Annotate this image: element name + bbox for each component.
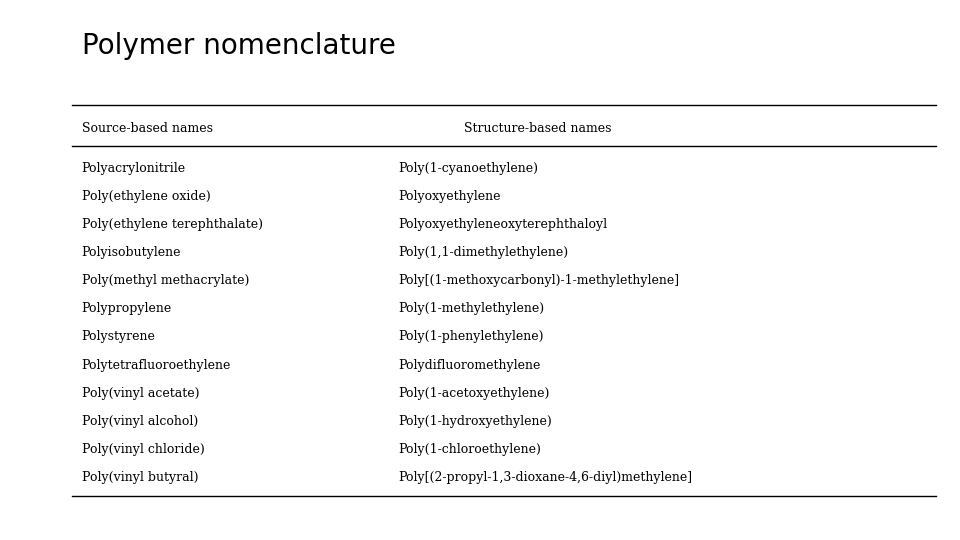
Text: Polytetrafluoroethylene: Polytetrafluoroethylene (82, 359, 231, 372)
Text: Poly(vinyl chloride): Poly(vinyl chloride) (82, 443, 204, 456)
Text: Poly(methyl methacrylate): Poly(methyl methacrylate) (82, 274, 249, 287)
Text: Poly(1-phenylethylene): Poly(1-phenylethylene) (398, 330, 544, 343)
Text: Poly(ethylene terephthalate): Poly(ethylene terephthalate) (82, 218, 263, 231)
Text: Polyoxyethyleneoxyterephthaloyl: Polyoxyethyleneoxyterephthaloyl (398, 218, 608, 231)
Text: Polypropylene: Polypropylene (82, 302, 172, 315)
Text: Polydifluoromethylene: Polydifluoromethylene (398, 359, 540, 372)
Text: Poly(vinyl acetate): Poly(vinyl acetate) (82, 387, 199, 400)
Text: Poly[(2-propyl-1,3-dioxane-4,6-diyl)methylene]: Poly[(2-propyl-1,3-dioxane-4,6-diyl)meth… (398, 471, 692, 484)
Text: Polystyrene: Polystyrene (82, 330, 156, 343)
Text: Source-based names: Source-based names (82, 122, 212, 134)
Text: Poly(ethylene oxide): Poly(ethylene oxide) (82, 190, 210, 203)
Text: Structure-based names: Structure-based names (464, 122, 612, 134)
Text: Poly(1-hydroxyethylene): Poly(1-hydroxyethylene) (398, 415, 552, 428)
Text: Poly(vinyl butyral): Poly(vinyl butyral) (82, 471, 198, 484)
Text: Poly(1-chloroethylene): Poly(1-chloroethylene) (398, 443, 541, 456)
Text: Poly(1-acetoxyethylene): Poly(1-acetoxyethylene) (398, 387, 550, 400)
Text: Polymer nomenclature: Polymer nomenclature (82, 32, 396, 60)
Text: Poly(1-methylethylene): Poly(1-methylethylene) (398, 302, 544, 315)
Text: Polyoxyethylene: Polyoxyethylene (398, 190, 501, 203)
Text: Polyacrylonitrile: Polyacrylonitrile (82, 162, 185, 175)
Text: Poly(1,1-dimethylethylene): Poly(1,1-dimethylethylene) (398, 246, 568, 259)
Text: Poly(vinyl alcohol): Poly(vinyl alcohol) (82, 415, 198, 428)
Text: Poly[(1-methoxycarbonyl)-1-methylethylene]: Poly[(1-methoxycarbonyl)-1-methylethylen… (398, 274, 680, 287)
Text: Poly(1-cyanoethylene): Poly(1-cyanoethylene) (398, 162, 539, 175)
Text: Polyisobutylene: Polyisobutylene (82, 246, 181, 259)
